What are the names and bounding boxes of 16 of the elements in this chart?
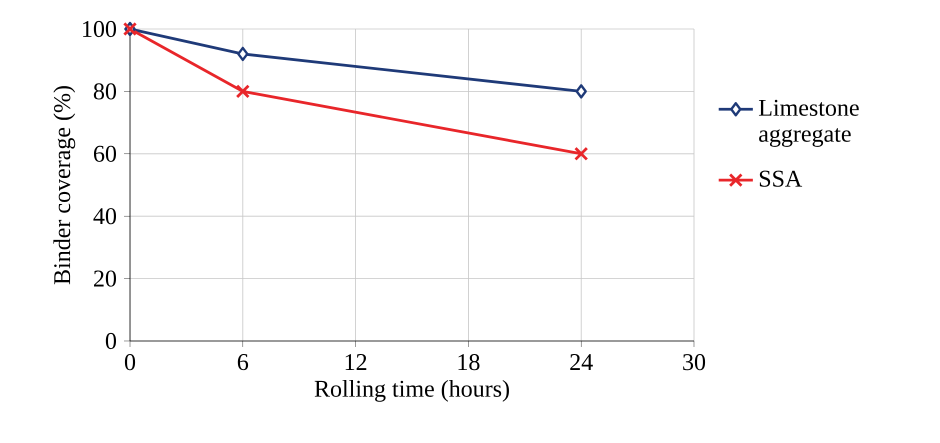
y-tick-label: 20 <box>94 270 116 287</box>
x-tick-label: 18 <box>458 354 480 370</box>
y-tick-label: 80 <box>94 83 116 100</box>
y-tick-label: 100 <box>83 20 116 38</box>
x-tick-label: 12 <box>346 354 366 370</box>
legend-label: SSA <box>760 170 802 187</box>
x-tick-label: 24 <box>570 354 593 370</box>
legend-label: Limestone aggregate <box>758 100 859 147</box>
y-axis-title: Binder coverage (%) <box>53 86 76 284</box>
y-tick-label: 40 <box>93 208 116 224</box>
x-tick-label: 30 <box>683 354 706 370</box>
y-tick-label: 60 <box>94 146 116 162</box>
x-tick-label: 6 <box>238 354 248 370</box>
x-axis-title: Rolling time (hours) <box>314 380 509 402</box>
x-tick-label: 0 <box>124 354 136 370</box>
y-tick-label: 0 <box>106 332 116 350</box>
